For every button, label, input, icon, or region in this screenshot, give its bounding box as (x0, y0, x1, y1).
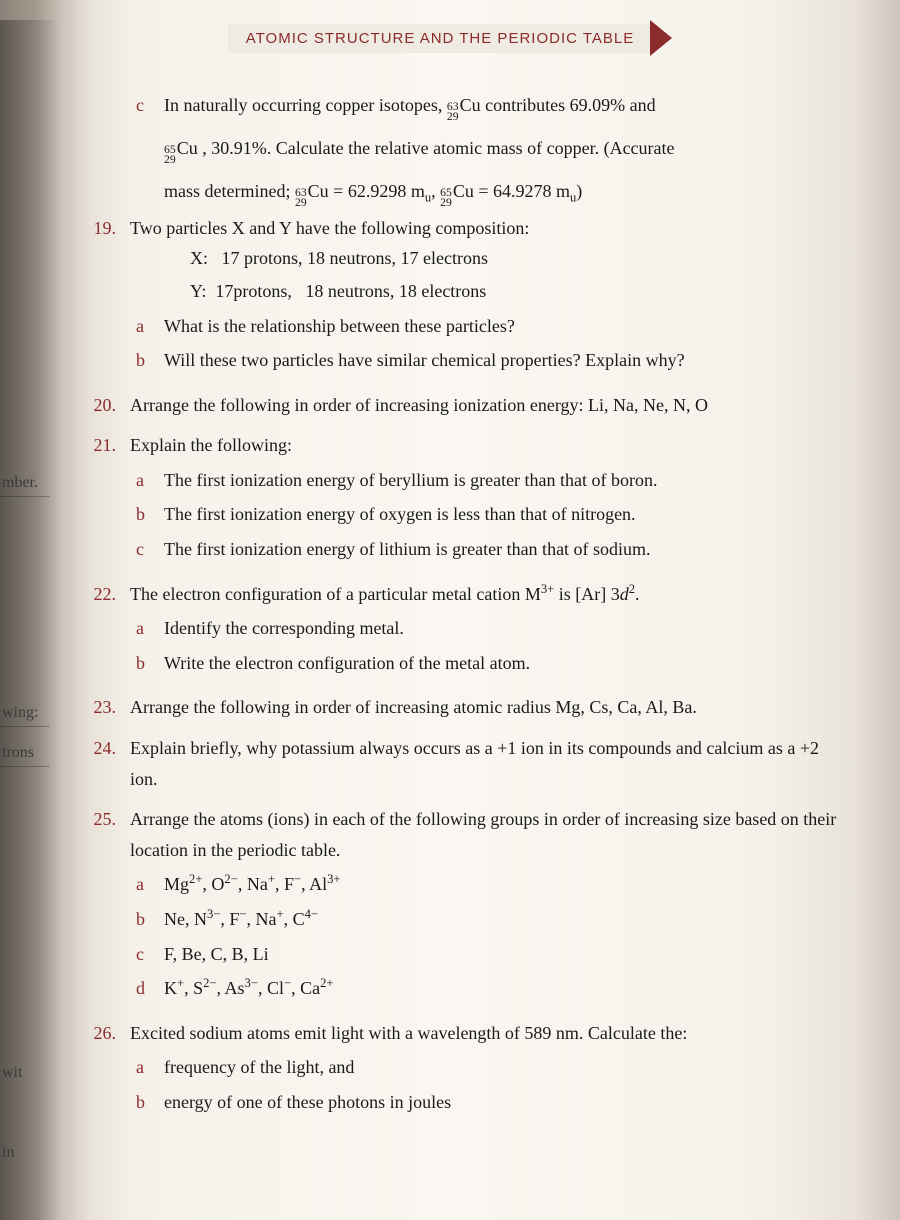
chapter-title: ATOMIC STRUCTURE AND THE PERIODIC TABLE (228, 24, 653, 53)
part-text: energy of one of these photons in joules (164, 1087, 850, 1118)
q25-part-a: a Mg2+, O2−, Na+, F−, Al3+ (130, 869, 850, 900)
isotope-cu65: 6529 (440, 188, 452, 209)
superscript: 3+ (541, 582, 554, 596)
text: Explain the following: (130, 435, 292, 455)
question-body: The electron configuration of a particul… (130, 579, 850, 683)
q19-part-a: a What is the relationship between these… (130, 311, 850, 342)
text: , (431, 181, 440, 201)
text: Excited sodium atoms emit light with a w… (130, 1023, 687, 1043)
part-text: F, Be, C, B, Li (164, 939, 850, 970)
part-label: d (130, 973, 164, 1004)
text: = 64.9278 m (478, 181, 570, 201)
margin-fragment: trons (0, 740, 40, 766)
part-label: c (130, 939, 164, 970)
question-body: Explain the following: aThe first ioniza… (130, 430, 850, 568)
particle-x: X: 17 protons, 18 neutrons, 17 electrons (190, 243, 850, 274)
question-body: Arrange the following in order of increa… (130, 692, 850, 723)
question-body: Arrange the atoms (ions) in each of the … (130, 804, 850, 1008)
part-text: Identify the corresponding metal. (164, 613, 850, 644)
part-text: What is the relationship between these p… (164, 311, 850, 342)
part-label: a (130, 311, 164, 342)
question-body: Excited sodium atoms emit light with a w… (130, 1018, 850, 1122)
text: is [Ar] 3 (554, 584, 620, 604)
chapter-header: ATOMIC STRUCTURE AND THE PERIODIC TABLE (0, 20, 900, 56)
particle-y: Y: 17protons, 18 neutrons, 18 electrons (190, 276, 850, 307)
part-label: b (130, 345, 164, 376)
question-number: 25. (90, 804, 130, 1008)
question-number: 24. (90, 733, 130, 794)
part-text: K+, S2−, As3−, Cl−, Ca2+ (164, 973, 850, 1004)
q25-part-b: b Ne, N3−, F−, Na+, C4− (130, 904, 850, 935)
part-label: b (130, 499, 164, 530)
symbol: Cu (308, 181, 329, 201)
isotope-cu63: 6329 (295, 188, 307, 209)
part-label: a (130, 465, 164, 496)
part-label: a (130, 869, 164, 900)
part-label: a (130, 1052, 164, 1083)
question-24: 24. Explain briefly, why potassium alway… (90, 733, 850, 794)
q25-part-c: c F, Be, C, B, Li (130, 939, 850, 970)
part-text: Will these two particles have similar ch… (164, 345, 850, 376)
question-19: 19. Two particles X and Y have the follo… (90, 213, 850, 380)
part-label: b (130, 904, 164, 935)
margin-fragment: in (0, 1140, 20, 1166)
text: ) (576, 181, 582, 201)
symbol: Cu (453, 181, 474, 201)
question-number: 19. (90, 213, 130, 380)
question-number: 20. (90, 390, 130, 421)
part-text: frequency of the light, and (164, 1052, 850, 1083)
text: contributes 69.09% and (485, 95, 655, 115)
part-label: b (130, 1087, 164, 1118)
part-text: In naturally occurring copper isotopes, … (164, 90, 850, 209)
question-20: 20. Arrange the following in order of in… (90, 390, 850, 421)
isotope-cu65: 6529 (164, 145, 176, 166)
part-text: The first ionization energy of oxygen is… (164, 499, 850, 530)
question-body: Arrange the following in order of increa… (130, 390, 850, 421)
text: Arrange the atoms (ions) in each of the … (130, 809, 836, 860)
question-body: Explain briefly, why potassium always oc… (130, 733, 850, 794)
question-body: Two particles X and Y have the following… (130, 213, 850, 380)
symbol: Cu (177, 138, 198, 158)
question-number: 21. (90, 430, 130, 568)
question-22: 22. The electron configuration of a part… (90, 579, 850, 683)
margin-fragment: wit (0, 1060, 28, 1086)
margin-rule (0, 726, 50, 727)
text: , 30.91%. Calculate the relative atomic … (202, 138, 674, 158)
page-gutter-shadow (0, 20, 60, 1220)
text: In naturally occurring copper isotopes, (164, 95, 447, 115)
isotope-cu63: 6329 (447, 102, 459, 123)
q19-part-b: b Will these two particles have similar … (130, 345, 850, 376)
part-text: The first ionization energy of beryllium… (164, 465, 850, 496)
question-26: 26. Excited sodium atoms emit light with… (90, 1018, 850, 1122)
margin-fragment: wing: (0, 700, 44, 726)
header-arrow-icon (650, 20, 672, 56)
text: Two particles X and Y have the following… (130, 218, 529, 238)
part-text: The first ionization energy of lithium i… (164, 534, 850, 565)
q25-part-d: d K+, S2−, As3−, Cl−, Ca2+ (130, 973, 850, 1004)
text: = 62.9298 m (333, 181, 425, 201)
question-25: 25. Arrange the atoms (ions) in each of … (90, 804, 850, 1008)
text: The electron configuration of a particul… (130, 584, 541, 604)
part-text: Ne, N3−, F−, Na+, C4− (164, 904, 850, 935)
part-label: b (130, 648, 164, 679)
margin-rule (0, 766, 50, 767)
question-number: 22. (90, 579, 130, 683)
text: mass determined; (164, 181, 295, 201)
question-number: 23. (90, 692, 130, 723)
part-text: Write the electron configuration of the … (164, 648, 850, 679)
page-content: c In naturally occurring copper isotopes… (0, 56, 900, 1152)
symbol: Cu (460, 95, 481, 115)
question-23: 23. Arrange the following in order of in… (90, 692, 850, 723)
question-number: 26. (90, 1018, 130, 1122)
part-text: Mg2+, O2−, Na+, F−, Al3+ (164, 869, 850, 900)
margin-fragment: mber. (0, 470, 44, 496)
part-label: a (130, 613, 164, 644)
part-label: c (130, 534, 164, 565)
italic: d (620, 584, 629, 604)
text: . (635, 584, 640, 604)
q18-part-c: c In naturally occurring copper isotopes… (130, 90, 850, 209)
part-label: c (130, 90, 164, 209)
question-21: 21. Explain the following: aThe first io… (90, 430, 850, 568)
margin-rule (0, 496, 50, 497)
